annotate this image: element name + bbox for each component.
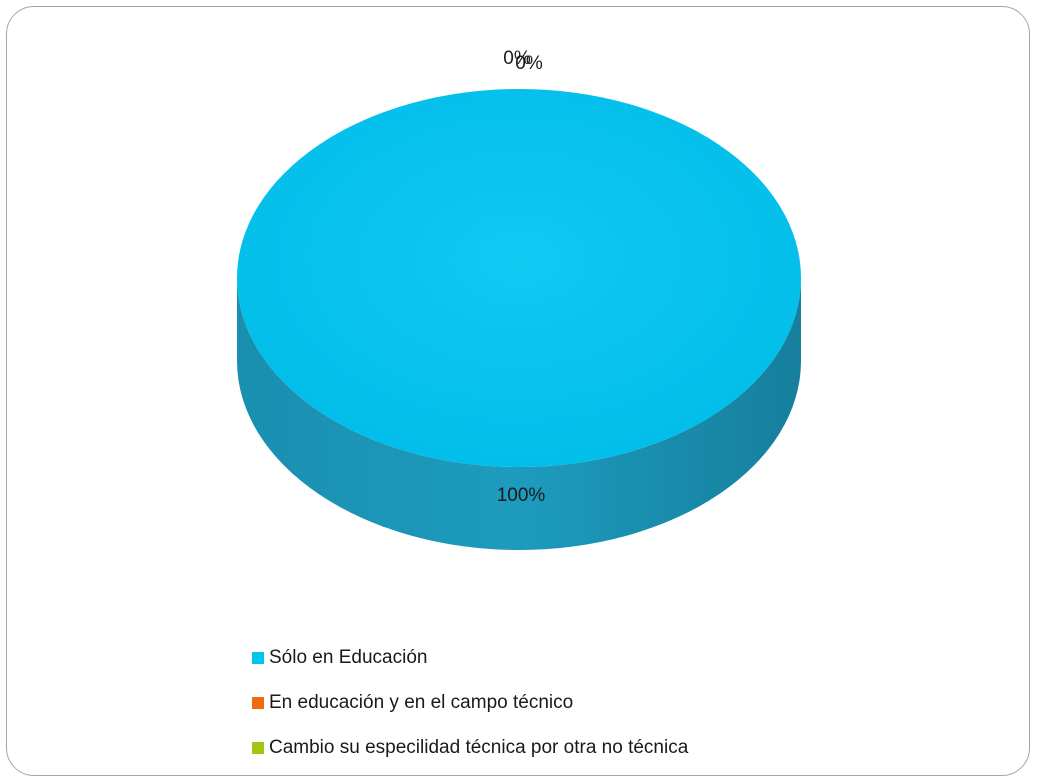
legend-swatch xyxy=(252,742,264,754)
pie-data-label: 0% xyxy=(503,48,531,69)
pie-data-labels: 100% 0%0% xyxy=(497,48,546,506)
legend-item: En educación y en el campo técnico xyxy=(252,690,688,716)
legend-label: Cambio su especilidad técnica por otra n… xyxy=(269,737,689,758)
pie-data-label: 100% xyxy=(497,485,546,506)
pie-side-wall xyxy=(237,278,801,550)
pie-slices xyxy=(237,89,801,550)
legend-swatch xyxy=(252,652,264,664)
pie-data-label: 0% xyxy=(515,53,543,74)
legend: Sólo en Educación En educación y en el c… xyxy=(252,645,688,780)
legend-label: En educación y en el campo técnico xyxy=(269,692,574,713)
legend-item: Sólo en Educación xyxy=(252,645,688,671)
pie-slice xyxy=(237,89,801,467)
legend-label: Sólo en Educación xyxy=(269,647,428,668)
legend-swatch xyxy=(252,697,264,709)
legend-item: Cambio su especilidad técnica por otra n… xyxy=(252,735,688,761)
